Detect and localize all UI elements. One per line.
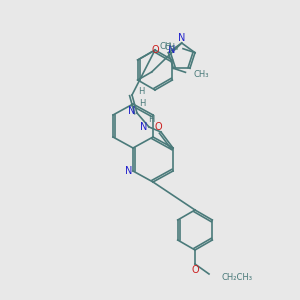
Text: N: N [128, 106, 136, 116]
Text: CH₃: CH₃ [165, 43, 179, 52]
Text: N: N [168, 45, 175, 55]
Text: H: H [148, 115, 154, 124]
Text: O: O [152, 45, 160, 55]
Text: H: H [139, 98, 145, 107]
Text: O: O [154, 122, 162, 132]
Text: CH₂CH₃: CH₂CH₃ [221, 272, 252, 281]
Text: H: H [138, 86, 144, 95]
Text: CH₃: CH₃ [160, 42, 175, 51]
Text: O: O [191, 265, 199, 275]
Text: N: N [178, 33, 185, 43]
Text: CH₃: CH₃ [194, 70, 209, 79]
Text: N: N [125, 166, 133, 176]
Text: N: N [140, 122, 148, 132]
